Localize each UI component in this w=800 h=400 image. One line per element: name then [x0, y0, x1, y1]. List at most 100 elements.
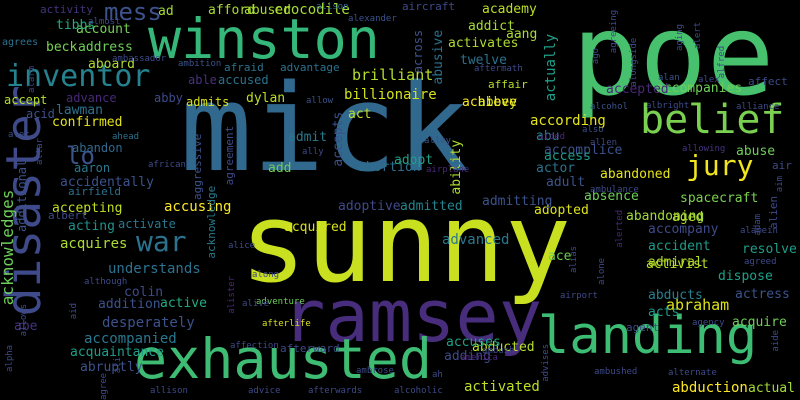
cloud-word: abby [154, 91, 183, 105]
cloud-word: alex [698, 75, 720, 85]
cloud-word: accompanies [656, 81, 743, 96]
cloud-word: advantage [280, 61, 340, 74]
cloud-word: altar [35, 137, 45, 165]
cloud-word: alerted [615, 209, 625, 248]
cloud-word: aang [506, 27, 538, 42]
cloud-word: agrees [2, 37, 39, 48]
cloud-word: access [544, 149, 591, 164]
cloud-word: alexander [348, 14, 397, 24]
cloud-word: aggressive [191, 133, 204, 200]
cloud-word: alert [693, 21, 703, 49]
cloud-word: affect [748, 75, 788, 88]
cloud-word: adoptive [338, 199, 401, 214]
cloud-word: accompany [648, 222, 719, 237]
cloud-word: acts [648, 305, 680, 320]
cloud-word: actress [735, 287, 790, 302]
cloud-word: acquired [284, 220, 347, 235]
cloud-word: airfield [68, 185, 121, 198]
cloud-word: activate [118, 217, 176, 231]
cloud-word: airplane [426, 165, 470, 175]
cloud-word: admits [186, 95, 230, 109]
cloud-word: almost [88, 17, 121, 27]
cloud-word: admitting [482, 194, 553, 209]
cloud-word: aided [538, 132, 566, 142]
cloud-word: air [772, 159, 792, 172]
cloud-word: although [84, 277, 128, 287]
cloud-word: alone [597, 257, 607, 285]
cloud-word: add [268, 161, 292, 176]
cloud-word: tibbs [56, 18, 96, 33]
cloud-word: advice [248, 386, 281, 396]
cloud-word: adopt [394, 153, 434, 168]
cloud-word: activist [646, 257, 709, 272]
cloud-word: accepting [52, 201, 123, 216]
cloud-word: acid [26, 107, 55, 121]
cloud-word: additional [15, 159, 29, 232]
cloud-word: airport [560, 291, 598, 301]
cloud-word: aging [675, 23, 685, 51]
cloud-word: resolve [742, 242, 797, 257]
cloud-word: dispose [718, 269, 773, 284]
cloud-word: alan [658, 73, 680, 83]
cloud-word: agreeing [609, 9, 619, 54]
cloud-word: alien [767, 195, 780, 229]
cloud-word: abraham [666, 296, 730, 314]
cloud-word: belief [640, 97, 785, 143]
cloud-word: brilliant [352, 66, 434, 84]
cloud-word: aide [771, 329, 781, 352]
cloud-word: ace [548, 249, 572, 264]
cloud-word: abortion [358, 160, 421, 175]
cloud-word: colin [124, 285, 164, 300]
cloud-word: achieve [462, 95, 517, 110]
cloud-word: war [136, 225, 187, 258]
cloud-word: ambushed [594, 367, 638, 377]
cloud-word: spacecraft [680, 191, 759, 206]
cloud-word: able [188, 73, 217, 87]
cloud-word: agreement [223, 125, 236, 186]
cloud-word: abducted [472, 340, 535, 355]
cloud-word: adult [546, 175, 586, 190]
cloud-word: allowing [682, 144, 726, 154]
cloud-word: abandon [72, 141, 123, 155]
cloud-word: alcohol [590, 102, 628, 112]
cloud-word: alfred [717, 45, 727, 79]
cloud-word: alcoholic [394, 386, 443, 396]
cloud-word: accusing [164, 199, 232, 215]
cloud-word: alec [8, 130, 30, 140]
cloud-word: active [160, 296, 207, 311]
cloud-word: lawman [56, 103, 103, 118]
cloud-word: alias [569, 245, 579, 273]
cloud-word: accidentally [60, 175, 154, 190]
cloud-word: accuses [446, 335, 501, 350]
cloud-word: address [78, 40, 133, 55]
cloud-word: alliance [736, 102, 780, 112]
cloud-word: albright [646, 101, 690, 111]
cloud-word: understands [108, 261, 201, 277]
cloud-word: alternate [668, 368, 717, 378]
cloud-word: activity [40, 3, 93, 16]
cloud-word: agency [692, 318, 725, 328]
cloud-word: abusive [431, 29, 446, 85]
cloud-word: acquire [732, 315, 787, 330]
cloud-word: winston [148, 7, 380, 71]
cloud-word: abandoning [626, 209, 705, 224]
cloud-word: along [252, 270, 280, 280]
cloud-word: beck [46, 40, 78, 55]
cloud-word: accomplice [544, 143, 623, 158]
cloud-word: twelve [460, 53, 507, 68]
cloud-word: aged [672, 210, 704, 225]
cloud-word: accept [4, 93, 48, 107]
cloud-word: agree [99, 372, 109, 400]
cloud-word: adventure [256, 297, 305, 307]
cloud-word: poe [572, 0, 775, 121]
cloud-word: actor [536, 161, 576, 176]
cloud-word: advises [541, 343, 551, 382]
cloud-word: acknowledges [0, 189, 17, 306]
cloud-word: albert [48, 209, 88, 222]
cloud-word: acknowledge [205, 185, 218, 259]
cloud-word: ambulance [590, 185, 639, 195]
cloud-word: afterward [280, 342, 340, 355]
cloud-word: account [76, 22, 131, 37]
cloud-word: ramsey [282, 274, 543, 358]
cloud-word: act [348, 107, 372, 122]
